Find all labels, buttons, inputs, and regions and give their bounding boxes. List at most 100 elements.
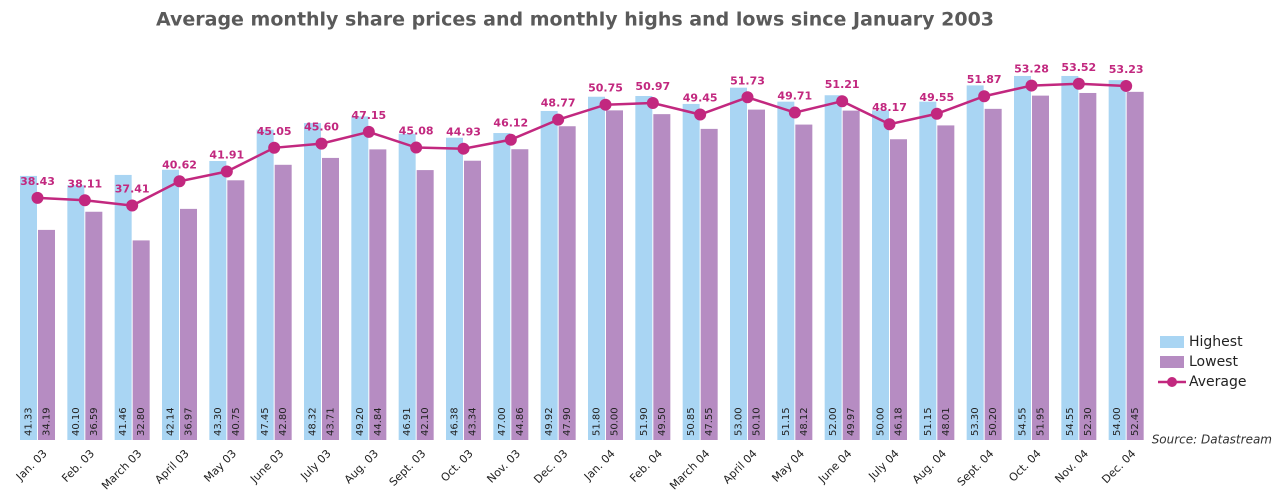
bar: [1014, 75, 1031, 440]
bar: [67, 185, 85, 440]
x-tick-label: Aug. 03: [342, 447, 381, 486]
bar: [872, 110, 889, 440]
bar-value-label: 42.10: [420, 407, 431, 436]
x-tick-label: Oct. 04: [1006, 447, 1043, 484]
bar-value-label: 46.91: [402, 407, 413, 436]
x-tick-label: Aug. 04: [910, 447, 949, 486]
bar: [209, 161, 227, 441]
bar: [824, 95, 842, 440]
bar: [1032, 95, 1049, 440]
legend-label: Lowest: [1189, 354, 1238, 370]
bar: [966, 85, 984, 441]
x-tick-label: Feb. 04: [627, 447, 665, 485]
average-marker: [741, 91, 754, 104]
average-value-label: 44.93: [446, 126, 481, 139]
bar-value-label: 40.10: [71, 407, 82, 436]
bar-value-label: 51.80: [592, 407, 603, 436]
bar: [416, 170, 434, 440]
bar: [304, 123, 321, 440]
bar-value-label: 54.55: [1065, 407, 1076, 436]
bar: [777, 101, 795, 441]
x-tick-label: Dec. 04: [1099, 447, 1138, 486]
bar: [351, 116, 369, 441]
average-value-label: 48.17: [872, 101, 907, 114]
average-value-label: 40.62: [162, 158, 197, 171]
x-tick-label: Oct. 03: [438, 447, 475, 484]
bar: [700, 128, 718, 440]
legend-swatch: [1160, 356, 1184, 368]
bar-value-label: 40.75: [231, 407, 242, 436]
legend-label: Average: [1189, 374, 1247, 390]
average-marker: [1072, 77, 1085, 90]
x-tick-label: July 03: [297, 447, 333, 483]
average-value-label: 38.43: [20, 175, 55, 188]
x-tick-label: Jan. 03: [13, 447, 50, 484]
average-marker: [126, 199, 139, 212]
average-marker: [788, 106, 801, 119]
x-tick-label: March 03: [99, 447, 144, 492]
x-tick-label: May 04: [769, 447, 807, 485]
bar-value-label: 50.20: [988, 407, 999, 436]
bar-value-label: 44.86: [515, 407, 526, 436]
x-tick-label: Feb. 03: [59, 447, 97, 485]
bar-value-label: 51.90: [639, 407, 650, 436]
bar-value-label: 48.32: [308, 407, 319, 436]
bar-value-label: 49.20: [355, 407, 366, 436]
bar: [132, 240, 150, 440]
average-value-label: 51.21: [825, 78, 860, 91]
bar-value-label: 36.97: [184, 407, 195, 436]
bar-value-label: 32.80: [136, 407, 147, 436]
bar: [227, 180, 245, 441]
average-value-label: 45.60: [304, 121, 339, 134]
average-marker: [268, 141, 281, 154]
bar-value-label: 43.30: [213, 407, 224, 436]
bar-value-label: 46.18: [894, 407, 905, 436]
average-marker: [552, 113, 565, 126]
average-marker: [646, 97, 659, 110]
bar-value-label: 42.80: [278, 407, 289, 436]
bar: [919, 101, 937, 441]
x-tick-label: Sept. 03: [387, 447, 429, 489]
average-value-label: 49.45: [683, 92, 718, 105]
average-value-label: 37.41: [115, 183, 150, 196]
average-marker: [599, 98, 612, 111]
bar-value-label: 51.15: [923, 407, 934, 436]
x-tick-label: June 03: [247, 447, 286, 486]
bar: [511, 149, 529, 440]
average-marker: [315, 137, 328, 150]
bar: [464, 160, 481, 440]
average-marker: [978, 90, 991, 103]
bar: [493, 133, 511, 440]
average-value-label: 49.55: [919, 91, 954, 104]
average-value-label: 50.97: [635, 80, 670, 93]
bar-value-label: 49.50: [657, 407, 668, 436]
bar-value-label: 52.30: [1083, 407, 1094, 436]
average-value-label: 49.71: [777, 90, 812, 103]
bar: [1108, 80, 1126, 440]
x-tick-label: March 04: [667, 447, 712, 492]
bar: [114, 174, 132, 440]
chart-title: Average monthly share prices and monthly…: [156, 9, 994, 31]
bar: [180, 208, 197, 440]
average-marker: [694, 108, 707, 121]
bar: [748, 109, 765, 440]
x-tick-label: July 04: [865, 447, 901, 483]
source: Source: Datastream: [1152, 433, 1272, 447]
bar-value-label: 50.00: [876, 407, 887, 436]
bar: [162, 169, 179, 440]
legend-swatch: [1160, 336, 1184, 348]
average-marker: [362, 125, 375, 138]
average-marker: [1120, 79, 1133, 92]
bar: [984, 108, 1002, 441]
average-marker: [31, 191, 44, 204]
bar: [606, 110, 623, 440]
bar: [682, 103, 700, 440]
average-marker: [883, 118, 896, 131]
x-tick-label: April 03: [152, 447, 191, 486]
average-value-label: 53.23: [1109, 63, 1144, 76]
bar-value-label: 52.00: [828, 407, 839, 436]
bar: [20, 175, 37, 440]
average-marker: [504, 133, 517, 146]
bar: [256, 129, 274, 440]
legend-swatch: [1167, 377, 1177, 387]
